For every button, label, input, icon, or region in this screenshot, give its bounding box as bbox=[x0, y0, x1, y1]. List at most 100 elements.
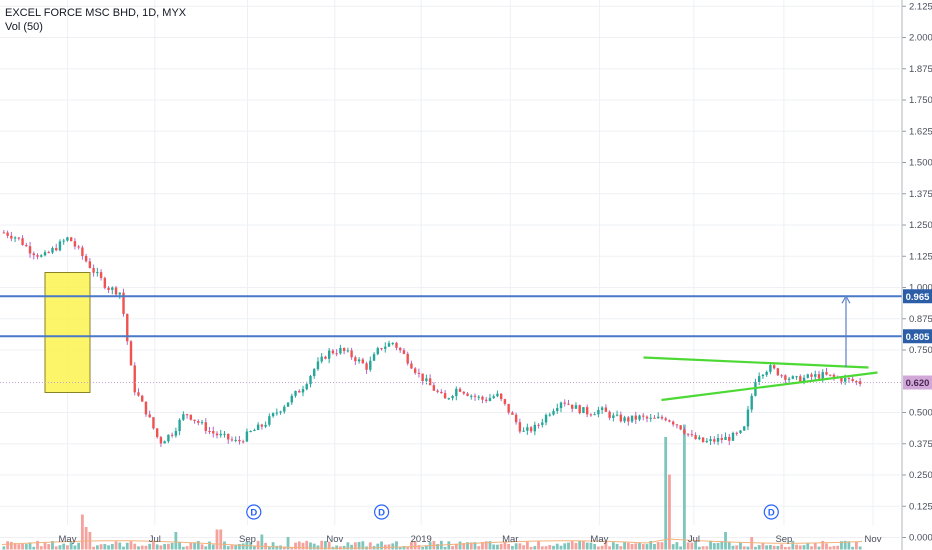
candle-body bbox=[43, 252, 47, 256]
price-tick-label[interactable]: 0.500 bbox=[909, 408, 932, 419]
volume-bar bbox=[739, 542, 742, 550]
price-tick-label[interactable]: 1.125 bbox=[909, 251, 932, 262]
volume-bar bbox=[559, 545, 563, 550]
time-tick-label[interactable]: Sep bbox=[775, 534, 792, 545]
price-tick-label[interactable]: 1.500 bbox=[909, 158, 932, 169]
price-tick-label[interactable]: 1.875 bbox=[909, 64, 932, 75]
price-axis[interactable]: 2.125 2.000 1.875 1.750 1.625 1.500 1.375 1.250… bbox=[901, 0, 932, 550]
triangle-upper-line[interactable] bbox=[643, 356, 869, 369]
volume-bar bbox=[103, 544, 107, 550]
price-tick-label[interactable]: 0.250 bbox=[909, 470, 932, 481]
volume-bar bbox=[518, 543, 522, 550]
time-tick-label[interactable]: Jul bbox=[149, 534, 161, 545]
candle-body bbox=[84, 255, 88, 262]
time-tick-label[interactable]: Nov bbox=[865, 534, 882, 545]
level-price-badge bbox=[903, 329, 932, 344]
candle-body bbox=[787, 378, 791, 380]
time-tick-label[interactable]: May bbox=[590, 534, 608, 545]
triangle-lower-line[interactable] bbox=[661, 371, 878, 402]
dividend-marker[interactable] bbox=[763, 504, 779, 520]
volume-bar bbox=[578, 540, 582, 550]
price-tick-label[interactable]: 0.375 bbox=[909, 439, 932, 450]
time-tick-label[interactable]: 2019 bbox=[411, 534, 432, 545]
price-tick-label[interactable]: 0.000 bbox=[909, 533, 932, 544]
time-tick-label[interactable]: Sep bbox=[239, 534, 256, 545]
candle-body bbox=[799, 376, 802, 383]
candle-body bbox=[548, 414, 551, 416]
volume-bar bbox=[92, 546, 96, 550]
volume-bar bbox=[851, 546, 855, 550]
candle-body bbox=[802, 377, 806, 383]
candle-body bbox=[96, 272, 99, 274]
candle-body bbox=[327, 350, 331, 359]
price-tick-label[interactable]: 1.625 bbox=[909, 126, 932, 137]
candle-body bbox=[679, 425, 682, 430]
candle-body bbox=[215, 433, 219, 436]
price-tick-label[interactable]: 0.750 bbox=[909, 345, 932, 356]
symbol-title[interactable]: EXCEL FORCE MSC BHD, 1D, MYX bbox=[5, 7, 187, 19]
volume-bar bbox=[226, 546, 230, 550]
candle-body bbox=[413, 368, 417, 373]
volume-bar bbox=[9, 541, 13, 550]
volume-bar bbox=[716, 542, 720, 550]
price-tick-label[interactable]: 1.000 bbox=[909, 283, 932, 294]
highlight-rectangle[interactable] bbox=[44, 272, 91, 393]
volume-bar bbox=[320, 540, 324, 550]
volume-bar bbox=[825, 543, 828, 550]
candle-body bbox=[746, 409, 750, 427]
price-tick-label[interactable]: 1.375 bbox=[909, 189, 932, 200]
candle-body bbox=[840, 377, 843, 382]
candle-body bbox=[686, 433, 690, 435]
volume-bar bbox=[634, 543, 638, 550]
volume-bar bbox=[159, 545, 163, 550]
price-tick-label[interactable]: 2.000 bbox=[909, 33, 932, 44]
candle-body bbox=[619, 414, 623, 422]
candle-body bbox=[574, 405, 578, 409]
candle-body bbox=[212, 431, 215, 434]
volume-bar bbox=[413, 541, 417, 550]
time-tick-label[interactable]: Jul bbox=[688, 534, 700, 545]
volume-bar bbox=[200, 544, 204, 550]
volume-bar bbox=[690, 542, 694, 550]
candle-body bbox=[814, 374, 817, 377]
candle-body bbox=[387, 343, 391, 347]
volume-pane bbox=[1, 424, 863, 550]
candle-body bbox=[705, 441, 709, 443]
candle-body bbox=[720, 437, 723, 440]
candle-body bbox=[825, 372, 828, 375]
price-tick-label[interactable]: 2.125 bbox=[909, 1, 932, 12]
dividend-marker[interactable] bbox=[246, 504, 262, 520]
volume-indicator-label[interactable]: Vol (50) bbox=[5, 21, 43, 33]
candle-body bbox=[600, 407, 604, 410]
volume-bar bbox=[267, 546, 271, 550]
volume-bar bbox=[6, 541, 10, 550]
price-tick-label[interactable]: 0.125 bbox=[909, 501, 932, 512]
volume-bar bbox=[705, 546, 709, 550]
volume-bar bbox=[806, 543, 810, 550]
price-tick-label[interactable]: 1.250 bbox=[909, 220, 932, 231]
dividend-marker[interactable] bbox=[374, 504, 390, 520]
price-tick-label[interactable]: 1.750 bbox=[909, 95, 932, 106]
time-axis[interactable]: May Jul Sep Nov 2019 Mar May Jul Sep Nov bbox=[59, 534, 882, 545]
candle-body bbox=[55, 247, 58, 251]
candle-body bbox=[141, 395, 144, 402]
volume-bar bbox=[484, 541, 488, 550]
candle-body bbox=[283, 406, 286, 412]
volume-bar bbox=[593, 544, 597, 550]
candle-body bbox=[443, 393, 447, 399]
volume-bar bbox=[540, 546, 544, 550]
time-tick-label[interactable]: May bbox=[59, 534, 77, 545]
volume-bar bbox=[118, 542, 122, 550]
candle-body bbox=[451, 396, 454, 399]
volume-bar bbox=[174, 532, 178, 550]
time-tick-label[interactable]: Nov bbox=[326, 534, 343, 545]
price-tick-label[interactable]: 0.875 bbox=[909, 314, 932, 325]
candle-body bbox=[615, 414, 619, 416]
volume-bar bbox=[507, 543, 511, 550]
time-tick-label[interactable]: Mar bbox=[502, 534, 518, 545]
volume-bar bbox=[335, 545, 339, 550]
candle-body bbox=[13, 237, 17, 239]
candle-body bbox=[25, 245, 28, 247]
